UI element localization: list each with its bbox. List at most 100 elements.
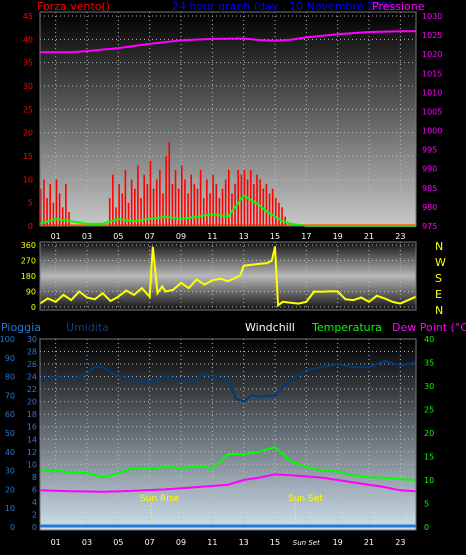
wind-bar — [40, 188, 42, 226]
humidity-tick-label: 12 — [27, 448, 37, 457]
wind-bar — [149, 160, 152, 226]
wind-bar — [199, 170, 202, 226]
rain-axis-label: Pioggia — [1, 321, 41, 334]
direction-line — [39, 246, 417, 308]
dewpoint-axis-label: Dew Point (°C) — [392, 321, 466, 334]
wind-bar — [259, 179, 261, 226]
pressure-line — [40, 30, 416, 54]
wind-bar — [127, 202, 130, 226]
x-tick-label: 23 — [395, 232, 405, 241]
humidity-tick-label: 18 — [27, 410, 37, 419]
x-tick-label: 03 — [82, 538, 92, 547]
wind-tick-label: 25 — [23, 105, 33, 114]
rain-tick-label: 30 — [5, 467, 15, 476]
wind-bar — [61, 207, 64, 226]
wind-bar — [162, 193, 164, 226]
bottom-panel-frame — [39, 338, 417, 531]
humidity-axis-label: Umidita — [66, 321, 109, 334]
pressure-tick-label: 985 — [422, 184, 437, 193]
wind-bar — [190, 174, 192, 226]
wind-bar — [55, 179, 58, 226]
rain-tick-label: 10 — [5, 504, 15, 513]
middle-grid — [40, 242, 416, 310]
temperature-tick-label: 30 — [424, 382, 434, 391]
wind-bar — [152, 188, 155, 226]
humidity-tick-label: 6 — [32, 485, 37, 494]
wind-bar — [134, 188, 136, 226]
wind-bar — [206, 179, 208, 226]
wind-tick-label: 40 — [23, 35, 33, 44]
wind-bar — [174, 170, 177, 226]
compass-s: S — [435, 272, 442, 285]
wind-bar — [49, 184, 51, 226]
temperature-tick-label: 35 — [424, 359, 434, 368]
temperature-tick-label: 20 — [424, 429, 434, 438]
wind-tick-label: 0 — [28, 222, 33, 231]
wind-bar — [118, 184, 120, 226]
wind-bar — [68, 212, 70, 226]
direction-tick-label: 0 — [31, 303, 36, 312]
pressure-tick-label: 1010 — [422, 88, 442, 97]
temperature-tick-label: 0 — [424, 523, 429, 532]
humidity-tick-label: 8 — [32, 473, 37, 482]
humidity-tick-label: 20 — [27, 398, 37, 407]
wind-bar — [159, 170, 161, 226]
pressure-tick-label: 975 — [422, 222, 437, 231]
x-tick-label: 01 — [51, 538, 61, 547]
wind-tick-label: 10 — [23, 175, 33, 184]
wind-axis-label: Forza vento() — [37, 0, 110, 13]
temperature-tick-label: 10 — [424, 476, 434, 485]
x-tick-label: 19 — [333, 538, 343, 547]
direction-tick-label: 180 — [21, 272, 36, 281]
wind-bar — [43, 179, 45, 226]
x-tick-label: 15 — [270, 232, 280, 241]
wind-bar — [124, 170, 127, 226]
rain-tick-label: 90 — [5, 354, 15, 363]
x-tick-label: 03 — [82, 232, 92, 241]
humidity-tick-label: 14 — [27, 435, 37, 444]
wind-bar — [275, 198, 277, 226]
wind-tick-label: 35 — [23, 59, 33, 68]
wind-bar — [130, 179, 133, 226]
wind-bar — [112, 174, 114, 226]
wind-bar — [52, 202, 55, 226]
compass-n-bottom: N — [435, 304, 443, 317]
wind-bar — [281, 207, 283, 226]
compass-w: W — [435, 256, 446, 269]
x-tick-label: 05 — [113, 232, 123, 241]
sun-rise-label: Sun Rise — [140, 494, 179, 504]
pressure-tick-label: 1030 — [422, 12, 442, 21]
wind-bar — [181, 165, 183, 226]
wind-bar — [234, 184, 236, 226]
x-tick-label: 23 — [395, 538, 405, 547]
wind-bar — [253, 184, 255, 226]
wind-bar — [268, 193, 271, 226]
wind-tick-label: 45 — [23, 12, 33, 21]
wind-tick-label: 15 — [23, 152, 33, 161]
wind-tick-label: 20 — [23, 129, 33, 138]
humidity-tick-label: 28 — [27, 348, 37, 357]
wind-bar — [143, 174, 145, 226]
compass-e: E — [435, 288, 442, 301]
direction-tick-label: 360 — [21, 241, 36, 250]
humidity-tick-label: 26 — [27, 360, 37, 369]
wind-bar — [243, 170, 246, 226]
wind-bar — [209, 193, 211, 226]
rain-tick-label: 40 — [5, 448, 15, 457]
wind-bar — [155, 179, 158, 226]
wind-bar — [184, 179, 186, 226]
x-tick-label: 09 — [176, 538, 186, 547]
pressure-axis-label: Pressione — [372, 0, 425, 13]
x-tick-label: 13 — [239, 538, 249, 547]
compass-n-top: N — [435, 240, 443, 253]
rain-tick-label: 20 — [5, 485, 15, 494]
wind-bar — [221, 188, 224, 226]
rain-tick-label: 100 — [0, 335, 15, 344]
rain-tick-label: 60 — [5, 410, 15, 419]
temperature-tick-label: 40 — [424, 335, 434, 344]
humidity-tick-label: 2 — [32, 510, 37, 519]
wind-bar — [237, 170, 239, 226]
wind-bar — [212, 174, 214, 226]
wind-bar — [65, 184, 67, 226]
x-tick-label: 11 — [207, 232, 217, 241]
